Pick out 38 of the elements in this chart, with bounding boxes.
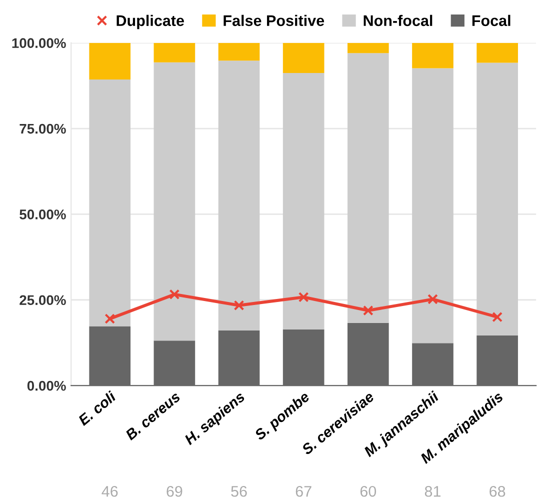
bar: [347, 53, 389, 323]
y-tick-label: 50.00%: [20, 210, 66, 220]
bar: [476, 42, 518, 63]
text: 46: [102, 486, 118, 497]
y-tick-label: 100.00%: [12, 38, 66, 48]
bar: [282, 73, 324, 330]
text: 56: [231, 486, 247, 497]
legend-label: Non-focal: [364, 14, 432, 26]
bar: [154, 42, 196, 62]
bar: [89, 42, 131, 80]
text: 68: [490, 486, 506, 497]
text: 60: [360, 486, 376, 497]
point: [362, 305, 374, 316]
point: [234, 300, 244, 311]
bar: [347, 42, 389, 54]
text: 81: [424, 486, 440, 497]
x-tick-label: E. coli: [77, 390, 117, 426]
point: [104, 314, 116, 324]
bar: [412, 68, 454, 344]
y-tick-label: 75.00%: [20, 124, 66, 134]
bar: [476, 62, 518, 336]
bar: [218, 60, 260, 330]
point: [169, 289, 180, 300]
legend-label: False Positive: [224, 14, 324, 26]
legend-label: Focal: [472, 14, 510, 26]
text: 67: [296, 486, 312, 497]
bar: [89, 80, 131, 326]
text: 69: [166, 486, 182, 497]
bar: [412, 42, 454, 68]
bar: [218, 42, 260, 61]
bar: [154, 62, 196, 341]
y-tick-label: 25.00%: [20, 295, 66, 306]
point: [492, 312, 503, 322]
point: [298, 292, 309, 302]
point: [428, 294, 438, 304]
bar: [282, 42, 324, 73]
legend-label: Duplicate: [116, 14, 184, 30]
y-tick-label: 0.00%: [27, 380, 66, 391]
